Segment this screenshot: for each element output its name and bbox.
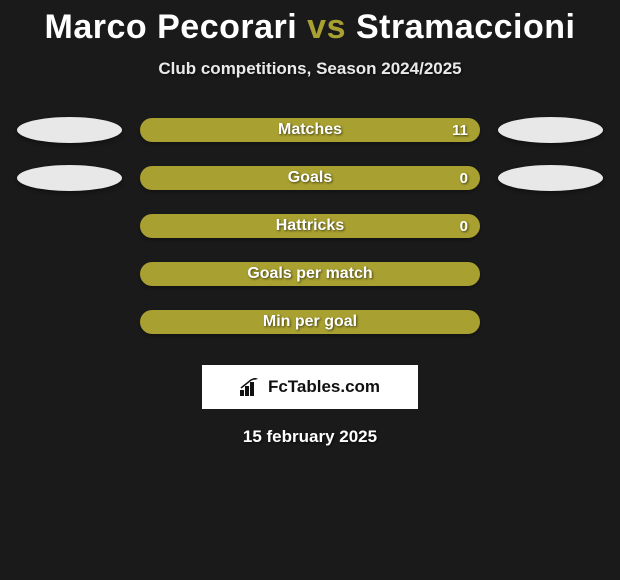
stat-bar: Min per goal [140,310,480,334]
player1-indicator [17,165,122,191]
player2-name: Stramaccioni [356,8,576,46]
stat-label: Hattricks [276,217,344,235]
stat-value: 0 [460,218,468,235]
chart-icon [240,378,262,396]
stat-bar: Goals per match [140,262,480,286]
comparison-title: Marco Pecorari vs Stramaccioni [45,8,576,47]
stat-value: 11 [452,122,468,139]
stat-row: Hattricks 0 [15,213,605,239]
stat-row: Goals 0 [15,165,605,191]
date-label: 15 february 2025 [243,427,377,447]
stat-label: Min per goal [263,313,357,331]
brand-badge[interactable]: FcTables.com [202,365,418,409]
stat-label: Goals [288,169,332,187]
stat-bar: Hattricks 0 [140,214,480,238]
player2-indicator [498,165,603,191]
stat-label: Goals per match [247,265,372,283]
stat-row: Goals per match [15,261,605,287]
stat-label: Matches [278,121,342,139]
player1-name: Marco Pecorari [45,8,298,46]
player1-indicator [17,117,122,143]
stat-row: Matches 11 [15,117,605,143]
brand-text: FcTables.com [240,377,380,397]
vs-label: vs [307,8,346,46]
stat-bar: Goals 0 [140,166,480,190]
stat-bar: Matches 11 [140,118,480,142]
stat-row: Min per goal [15,309,605,335]
subtitle: Club competitions, Season 2024/2025 [158,59,461,79]
brand-label: FcTables.com [268,377,380,397]
stat-value: 0 [460,170,468,187]
player2-indicator [498,117,603,143]
stats-container: Matches 11 Goals 0 Hattricks 0 Goals per match… [15,117,605,357]
